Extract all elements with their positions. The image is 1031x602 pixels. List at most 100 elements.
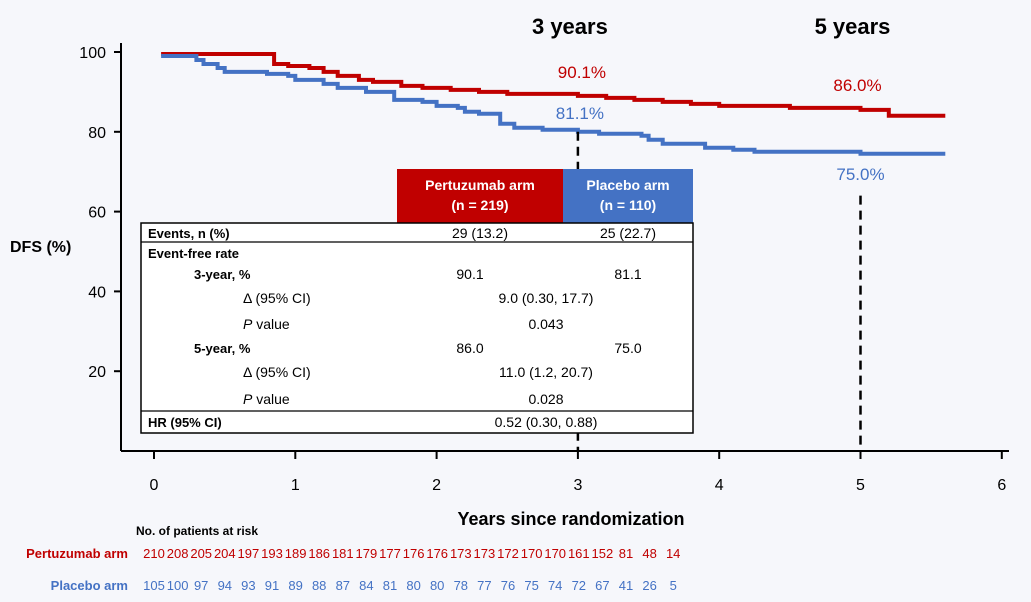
- pertuzumab-risk-value: 176: [403, 546, 425, 561]
- placebo-header-name: Placebo arm: [586, 177, 669, 193]
- three-year-delta-label: Δ (95% CI): [243, 290, 311, 306]
- pertuzumab-risk-value: 170: [521, 546, 543, 561]
- p-value-word: value: [252, 316, 290, 332]
- pertuzumab-risk-value: 177: [379, 546, 401, 561]
- placebo-risk-value: 41: [619, 578, 633, 593]
- placebo-risk-value: 105: [143, 578, 165, 593]
- summary-table: Pertuzumab arm (n = 219) Placebo arm (n …: [140, 169, 694, 434]
- placebo-landmark-value: 75.0%: [836, 165, 884, 184]
- summary-table-body: [140, 222, 694, 434]
- survival-curves: [161, 52, 946, 156]
- pertuzumab-risk-label: Pertuzumab arm: [26, 546, 128, 561]
- placebo-risk-value: 93: [241, 578, 255, 593]
- pertuzumab-risk-value: 173: [450, 546, 472, 561]
- y-tick-label: 40: [88, 284, 106, 301]
- placebo-risk-value: 89: [288, 578, 302, 593]
- landmark-label: 5 years: [815, 14, 891, 39]
- placebo-risk-value: 80: [430, 578, 444, 593]
- pertuzumab-risk-value: 197: [238, 546, 260, 561]
- pertuzumab-risk-value: 173: [474, 546, 496, 561]
- y-tick-label: 60: [88, 205, 106, 222]
- risk-table-title: No. of patients at risk: [136, 524, 258, 538]
- events-label: Events, n (%): [148, 226, 230, 241]
- x-tick-label: 0: [150, 477, 159, 494]
- p-italic: P: [243, 316, 253, 332]
- five-year-delta-value: 11.0 (1.2, 20.7): [499, 364, 593, 380]
- five-year-placebo: 75.0: [614, 340, 641, 356]
- pertuzumab-risk-value: 48: [642, 546, 656, 561]
- placebo-risk-value: 72: [572, 578, 586, 593]
- placebo-header-cell: [563, 169, 693, 223]
- hr-value: 0.52 (0.30, 0.88): [495, 414, 598, 430]
- landmark-label: 3 years: [532, 14, 608, 39]
- five-year-p-label: P value: [243, 391, 290, 407]
- three-year-label: 3-year, %: [194, 267, 251, 282]
- pertuzumab-risk-value: 205: [190, 546, 212, 561]
- three-year-p-label: P value: [243, 316, 290, 332]
- placebo-risk-value: 5: [670, 578, 677, 593]
- x-tick-label: 3: [573, 477, 582, 494]
- pertuzumab-risk-value: 170: [544, 546, 566, 561]
- y-tick-label: 100: [79, 45, 106, 62]
- pertuzumab-landmark-value: 86.0%: [833, 76, 881, 95]
- pertuzumab-risk-value: 172: [497, 546, 519, 561]
- y-axis-label: DFS (%): [10, 239, 71, 256]
- placebo-risk-value: 74: [548, 578, 562, 593]
- pertuzumab-risk-value: 186: [308, 546, 330, 561]
- y-tick-label: 20: [88, 364, 106, 381]
- placebo-risk-value: 81: [383, 578, 397, 593]
- three-year-p-value: 0.043: [528, 316, 563, 332]
- events-pertuzumab: 29 (13.2): [452, 225, 508, 241]
- placebo-risk-value: 87: [336, 578, 350, 593]
- pertuzumab-risk-value: 204: [214, 546, 236, 561]
- x-tick-label: 6: [997, 477, 1006, 494]
- landmark-annotations: 3 years 90.1% 81.1% 5 years 86.0% 75.0%: [532, 14, 890, 451]
- pertuzumab-header-n: (n = 219): [451, 197, 508, 213]
- three-year-placebo: 81.1: [614, 266, 641, 282]
- x-tick-label: 1: [291, 477, 300, 494]
- p-italic: P: [243, 391, 253, 407]
- placebo-risk-value: 76: [501, 578, 515, 593]
- x-tick-label: 5: [856, 477, 865, 494]
- placebo-risk-value: 26: [642, 578, 656, 593]
- pertuzumab-risk-value: 14: [666, 546, 680, 561]
- events-placebo: 25 (22.7): [600, 225, 656, 241]
- five-year-delta-label: Δ (95% CI): [243, 364, 311, 380]
- pertuzumab-risk-value: 152: [592, 546, 614, 561]
- pertuzumab-header-name: Pertuzumab arm: [425, 177, 535, 193]
- pertuzumab-risk-value: 208: [167, 546, 189, 561]
- placebo-risk-value: 94: [218, 578, 232, 593]
- y-tick-label: 80: [88, 125, 106, 142]
- axes: 20 40 60 80 100 0 1 2 3 4 5 6: [79, 43, 1009, 494]
- placebo-risk-value: 100: [167, 578, 189, 593]
- pertuzumab-risk-value: 181: [332, 546, 354, 561]
- pertuzumab-risk-value: 193: [261, 546, 283, 561]
- pertuzumab-landmark-value: 90.1%: [558, 63, 606, 82]
- event-free-rate-label: Event-free rate: [148, 246, 239, 261]
- five-year-p-value: 0.028: [528, 391, 563, 407]
- x-tick-label: 2: [432, 477, 441, 494]
- placebo-header-n: (n = 110): [600, 197, 656, 213]
- x-tick-label: 4: [715, 477, 724, 494]
- five-year-label: 5-year, %: [194, 341, 251, 356]
- pertuzumab-risk-value: 189: [285, 546, 307, 561]
- x-axis-label: Years since randomization: [457, 509, 684, 529]
- p-value-word: value: [252, 391, 290, 407]
- five-year-pertuzumab: 86.0: [456, 340, 483, 356]
- placebo-risk-label: Placebo arm: [51, 578, 128, 593]
- pertuzumab-risk-value: 81: [619, 546, 633, 561]
- placebo-risk-value: 84: [359, 578, 373, 593]
- three-year-pertuzumab: 90.1: [456, 266, 483, 282]
- three-year-delta-value: 9.0 (0.30, 17.7): [499, 290, 594, 306]
- pertuzumab-risk-value: 161: [568, 546, 590, 561]
- placebo-risk-value: 97: [194, 578, 208, 593]
- placebo-risk-value: 91: [265, 578, 279, 593]
- pertuzumab-curve: [161, 52, 946, 118]
- placebo-risk-value: 77: [477, 578, 491, 593]
- placebo-risk-value: 80: [406, 578, 420, 593]
- pertuzumab-header-cell: [397, 169, 563, 223]
- pertuzumab-risk-value: 210: [143, 546, 165, 561]
- pertuzumab-risk-value: 179: [356, 546, 378, 561]
- placebo-risk-value: 78: [454, 578, 468, 593]
